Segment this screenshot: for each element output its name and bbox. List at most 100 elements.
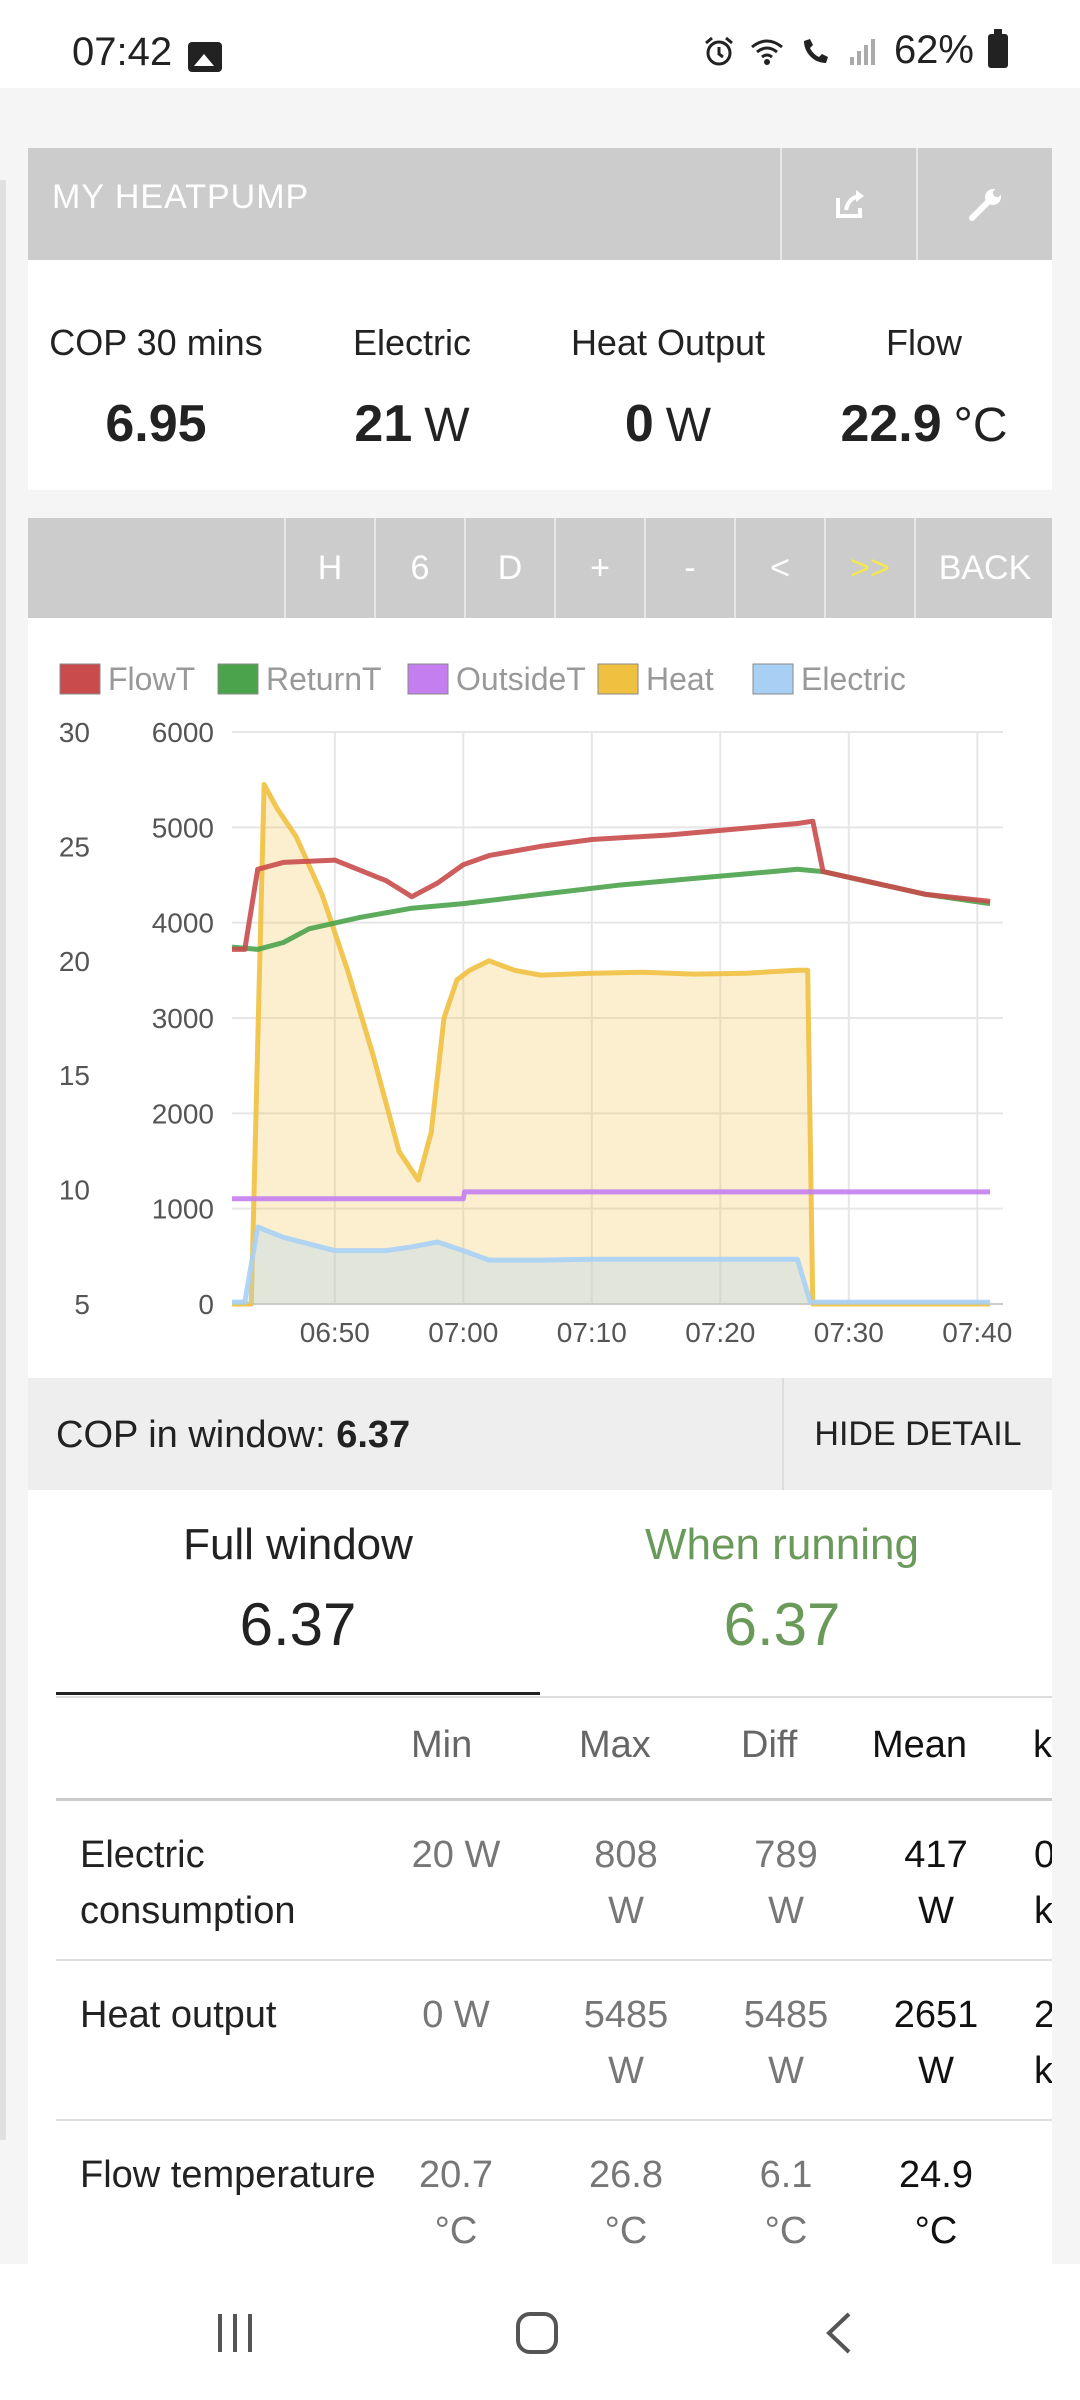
gallery-icon [188, 42, 222, 72]
cop-bar: COP in window: 6.37 HIDE DETAIL [28, 1378, 1052, 1490]
stat-unit: °C [953, 399, 1008, 452]
table-row: Flow temperature 20.7 °C 26.8 °C 6.1 °C … [56, 2121, 1052, 2270]
cell-kwh: 0.4 kW [1034, 1834, 1052, 1932]
summary-stats: COP 30 mins 6.95 Electric 21 W Heat Outpu… [28, 260, 1052, 490]
cell-diff: 789 W [754, 1834, 818, 1932]
x-tick-label: 07:40 [942, 1317, 1012, 1348]
y-right-tick-label: 0 [198, 1289, 214, 1320]
row-label: Heat output [80, 1994, 277, 2036]
cell-min: 20.7 °C [419, 2154, 493, 2252]
settings-button[interactable] [916, 148, 1054, 260]
status-time: 07:42 [72, 30, 173, 74]
stat-label: Flow [885, 322, 962, 363]
series-line-flowt [232, 818, 991, 952]
tab-when-running[interactable]: When running 6.37 [540, 1520, 1024, 1659]
recent-apps-icon[interactable] [210, 2308, 260, 2358]
wrench-icon [969, 189, 1001, 221]
y-right-tick-label: 2000 [152, 1098, 214, 1129]
zoom-out-button[interactable]: - [644, 518, 734, 618]
legend-label-returnt: ReturnT [266, 661, 382, 697]
battery-percent: 62% [893, 28, 974, 72]
cell-diff: 5485 W [743, 1994, 829, 2092]
app-header: MY HEATPUMP [28, 148, 1052, 260]
wifi-call-icon [803, 38, 828, 63]
stats-table: Min Max Diff Mean kW Electric consumptio… [56, 1696, 1052, 2270]
col-min: Min [411, 1724, 473, 1766]
cell-min: 0 W [422, 1994, 490, 2036]
legend-swatch-heat [597, 663, 639, 695]
y-axis-right: 6000 5000 4000 3000 2000 1000 0 [152, 717, 214, 1320]
stat-unit: W [665, 399, 712, 452]
pan-left-button[interactable]: < [734, 518, 824, 618]
signal-icon [849, 38, 875, 65]
y-axis-left: 30 25 20 15 10 5 [59, 717, 90, 1320]
alarm-icon [704, 36, 733, 65]
stat-number: 0 [624, 395, 654, 453]
col-kwh: kW [1033, 1724, 1052, 1766]
chart-plot [231, 781, 991, 1307]
wifi-icon [751, 39, 783, 65]
stat-number: 22.9 [840, 395, 942, 453]
zoom-in-button[interactable]: + [554, 518, 644, 618]
cell-kwh: 2.6 kW [1034, 1994, 1052, 2092]
col-diff: Diff [741, 1724, 798, 1766]
detail-panel: Full window 6.37 When running 6.37 Min M… [28, 1490, 1052, 2270]
cop-window-value: 6.37 [336, 1414, 411, 1456]
y-left-tick-label: 15 [59, 1060, 90, 1091]
cell-max: 26.8 °C [589, 2154, 663, 2252]
cop-window: COP in window: 6.37 [56, 1414, 410, 1457]
pan-right-button[interactable]: >> [824, 518, 914, 618]
stat-cop: COP 30 mins 6.95 [28, 322, 284, 454]
nav-hour-button[interactable]: H [284, 518, 374, 618]
y-right-tick-label: 3000 [152, 1003, 214, 1034]
y-left-tick-label: 30 [59, 717, 90, 748]
row-label: Flow temperature [80, 2154, 376, 2196]
cell-max: 808 W [594, 1834, 658, 1932]
side-drawer-edge[interactable] [0, 180, 6, 2140]
y-right-tick-label: 4000 [152, 908, 214, 939]
cell-mean: 24.9 °C [899, 2154, 973, 2252]
stat-electric: Electric 21 W [284, 322, 540, 454]
system-navigation-bar [0, 2264, 1080, 2400]
home-icon[interactable] [512, 2308, 562, 2358]
when-running-label: When running [645, 1520, 919, 1569]
stat-label: Electric [352, 322, 472, 363]
full-window-label: Full window [183, 1520, 413, 1569]
y-left-tick-label: 5 [74, 1289, 90, 1320]
when-running-value: 6.37 [723, 1591, 841, 1658]
back-nav-icon[interactable] [815, 2308, 865, 2358]
stat-value: 21 W [284, 394, 540, 454]
stat-flow: Flow 22.9 °C [796, 322, 1052, 454]
y-right-tick-label: 1000 [152, 1194, 214, 1225]
legend-label-electric: Electric [801, 661, 906, 697]
legend-swatch-outsidet [407, 663, 449, 695]
x-tick-label: 07:20 [685, 1317, 755, 1348]
series-line-heat [232, 781, 991, 1307]
series-line-electric [232, 1224, 991, 1305]
legend-swatch-electric [752, 663, 794, 695]
legend-label-flowt: FlowT [108, 661, 195, 697]
y-left-tick-label: 10 [59, 1175, 90, 1206]
hide-detail-button[interactable]: HIDE DETAIL [782, 1378, 1052, 1490]
heatpump-chart[interactable]: FlowT ReturnT OutsideT Heat Electric 30 25 20 1… [28, 618, 1052, 1378]
nav-6h-button[interactable]: 6 [374, 518, 464, 618]
cell-min: 20 W [411, 1834, 501, 1876]
nav-day-button[interactable]: D [464, 518, 554, 618]
y-left-tick-label: 25 [59, 831, 90, 862]
legend-label-outsidet: OutsideT [456, 661, 586, 697]
tab-full-window[interactable]: Full window 6.37 [56, 1520, 540, 1659]
time-navigation: H 6 D + - < >> BACK [28, 518, 1052, 618]
back-button[interactable]: BACK [914, 518, 1054, 618]
battery-icon [988, 28, 1008, 68]
x-tick-label: 07:00 [428, 1317, 498, 1348]
chart-panel: FlowT ReturnT OutsideT Heat Electric 30 25 20 1… [28, 618, 1052, 1378]
cell-mean: 2651 W [893, 1994, 979, 2092]
share-button[interactable] [780, 148, 918, 260]
series-line-outsidet [232, 1189, 991, 1202]
cell-mean: 417 W [904, 1834, 968, 1932]
stat-value: 6.95 [105, 395, 207, 453]
x-tick-label: 07:30 [814, 1317, 884, 1348]
chart-grid [232, 731, 1003, 1305]
stat-number: 21 [354, 395, 413, 453]
